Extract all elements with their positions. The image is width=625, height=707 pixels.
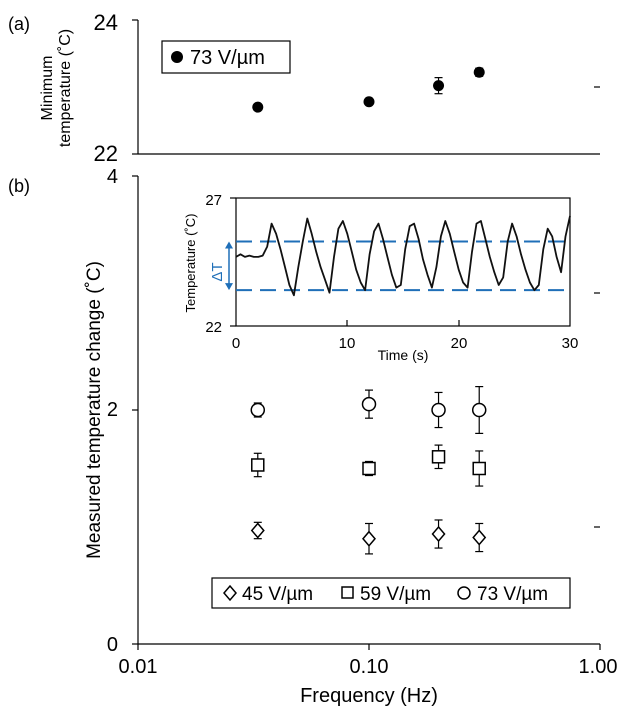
panel-b-point-45 (362, 530, 376, 547)
panel-a-ylabel-line2: temperature (˚C) (57, 29, 74, 147)
inset-xtick-10: 10 (339, 335, 356, 352)
panel-b-legend: 45 V/µm 59 V/µm 73 V/µm (211, 577, 571, 609)
panel-b-point-59 (251, 458, 265, 472)
panel-b-ytick-2: 2 (107, 399, 118, 421)
panel-b-ylabel: Measured temperature change (˚C) (84, 261, 105, 559)
inset-chart: 27 22 Temperature (˚C) 0 10 20 30 Time (… (183, 192, 578, 363)
panel-b-point-73 (471, 402, 487, 418)
inset-ytick-27: 27 (205, 192, 222, 209)
panel-b-xtick-0.10: 0.10 (350, 656, 389, 678)
panel-b-legend-marker-circle (457, 586, 471, 600)
panel-a-legend-marker (171, 51, 183, 63)
panel-b-ytick-0: 0 (107, 634, 118, 656)
panel-a-ylabel-line1: Minimum (39, 56, 56, 121)
panel-a-data-point (433, 80, 445, 92)
panel-b-xtick-0.01: 0.01 (119, 656, 158, 678)
panel-b-point-45 (250, 522, 265, 539)
panel-b-plot-frame (132, 175, 601, 650)
inset-ytick-22: 22 (205, 319, 222, 336)
panel-b-legend-label-59: 59 V/µm (360, 584, 431, 605)
panel-b-point-45 (431, 525, 446, 543)
panel-a-plot-frame (132, 19, 600, 155)
panel-a-ytick-24: 24 (94, 10, 118, 35)
inset-xtick-20: 20 (451, 335, 468, 352)
panel-b-legend-marker-diamond (223, 584, 237, 602)
delta-t-label: ΔT (209, 262, 226, 281)
panel-a-ytick-22: 22 (94, 141, 118, 166)
panel-a-data-point (363, 96, 375, 108)
panel-a-label: (a) (8, 14, 30, 34)
panel-b-point-73 (431, 402, 446, 418)
panel-b-xtick-1.00: 1.00 (579, 656, 618, 678)
panel-a-legend-label: 73 V/µm (190, 47, 265, 69)
panel-b-point-73 (361, 396, 377, 412)
panel-b-legend-marker-square (341, 586, 354, 599)
inset-xtick-30: 30 (562, 335, 579, 352)
panel-b-points (250, 386, 487, 555)
inset-xlabel: Time (s) (378, 347, 429, 363)
panel-b-legend-label-45: 45 V/µm (242, 584, 313, 605)
panel-b-point-59 (431, 450, 446, 464)
panel-a-data-point (252, 101, 264, 113)
inset-xtick-0: 0 (232, 335, 240, 352)
inset-temperature-trace (235, 215, 571, 297)
panel-b-xlabel: Frequency (Hz) (300, 685, 438, 707)
panel-b-ytick-4: 4 (107, 166, 118, 188)
panel-b-point-59 (472, 461, 486, 476)
panel-b-point-73 (250, 402, 266, 418)
inset-ylabel: Temperature (˚C) (183, 214, 198, 313)
panel-a-data-point (473, 66, 485, 78)
delta-t-arrow (225, 241, 233, 291)
panel-b-label: (b) (8, 176, 30, 196)
panel-a-legend: 73 V/µm (161, 40, 291, 74)
panel-b-point-59 (362, 461, 376, 476)
panel-a-points (252, 66, 485, 113)
panel-b-point-45 (472, 529, 487, 546)
panel-b-legend-label-73: 73 V/µm (477, 584, 548, 605)
